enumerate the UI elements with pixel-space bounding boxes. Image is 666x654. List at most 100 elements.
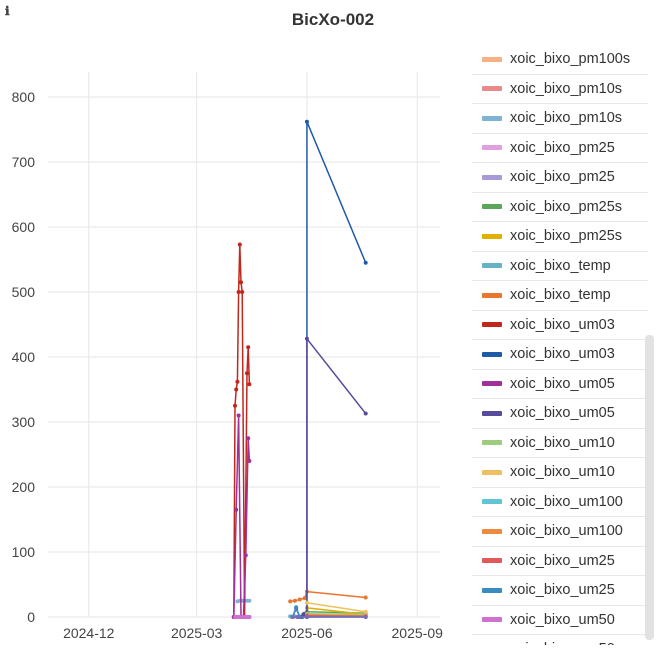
- legend-item[interactable]: xoic_bixo_um25: [472, 576, 648, 606]
- data-point: [304, 336, 309, 341]
- y-tick-label: 600: [12, 219, 36, 235]
- data-point: [233, 403, 238, 408]
- data-point: [294, 605, 299, 610]
- data-point: [292, 598, 297, 603]
- legend-label: xoic_bixo_um100: [510, 493, 623, 510]
- legend-item[interactable]: xoic_bixo_pm25s: [472, 222, 648, 252]
- legend-scrollbar[interactable]: [645, 335, 654, 640]
- y-tick-label: 300: [12, 414, 36, 430]
- data-point: [363, 609, 368, 614]
- series-line-11: [233, 414, 251, 618]
- legend-item[interactable]: xoic_bixo_um100: [472, 517, 648, 547]
- legend-label: xoic_bixo_pm25s: [510, 228, 623, 245]
- data-point: [235, 379, 240, 384]
- legend-item[interactable]: xoic_bixo_um10: [472, 429, 648, 458]
- legend-item[interactable]: xoic_bixo_um05: [472, 370, 648, 399]
- legend-item[interactable]: xoic_bixo_pm10s: [472, 75, 648, 104]
- legend-item[interactable]: xoic_bixo_um03: [472, 340, 648, 370]
- series-line-12: [291, 338, 367, 618]
- legend-label: xoic_bixo_um100: [510, 523, 623, 540]
- data-point: [246, 345, 251, 350]
- y-tick-label: 200: [12, 479, 36, 495]
- legend-swatch: [482, 558, 502, 564]
- chart-plot-area: 0 100 200 300 400 500 600 700 800 2024-12 2025-03 2…: [12, 72, 444, 641]
- data-point: [295, 615, 300, 619]
- data-point: [239, 280, 244, 285]
- legend-label: xoic_bixo_um05: [510, 405, 615, 422]
- legend-label: xoic_bixo_temp: [510, 257, 611, 274]
- data-point: [304, 615, 309, 619]
- legend-item[interactable]: xoic_bixo_pm25s: [472, 193, 648, 222]
- legend-item[interactable]: xoic_bixo_um25: [472, 547, 648, 576]
- legend-swatch: [482, 499, 502, 505]
- x-tick-label: 2025-06: [281, 625, 333, 641]
- legend-item[interactable]: xoic_bixo_um50: [472, 606, 648, 635]
- legend-item[interactable]: xoic_bixo_um03: [472, 311, 648, 340]
- legend-label: xoic_bixo_um25: [510, 582, 615, 599]
- legend-label: xoic_bixo_um03: [510, 346, 615, 363]
- legend-label: xoic_bixo_um50: [510, 611, 615, 628]
- legend-swatch: [482, 263, 502, 269]
- legend-swatch: [482, 86, 502, 92]
- legend-label: xoic_bixo_um10: [510, 464, 615, 481]
- data-point: [247, 382, 252, 387]
- legend-swatch: [482, 528, 502, 534]
- legend-label: xoic_bixo_um50: [510, 641, 615, 645]
- series-line-10: [299, 120, 367, 618]
- data-point: [301, 612, 306, 617]
- series-line-13: [306, 613, 366, 616]
- legend-swatch: [482, 292, 502, 298]
- legend-item[interactable]: xoic_bixo_pm10s: [472, 104, 648, 134]
- legend-swatch: [482, 56, 502, 62]
- chart-title: BicXo-002: [291, 10, 375, 29]
- info-icon[interactable]: ℹ: [5, 4, 10, 18]
- y-tick-label: 0: [27, 609, 35, 625]
- data-point: [237, 242, 242, 247]
- x-tick-label: 2025-09: [392, 625, 444, 641]
- y-tick-label: 700: [12, 154, 36, 170]
- legend-item[interactable]: xoic_bixo_temp: [472, 252, 648, 281]
- data-point: [304, 600, 309, 605]
- legend-label: xoic_bixo_pm100s: [510, 51, 631, 68]
- data-point: [363, 411, 368, 416]
- legend-item[interactable]: xoic_bixo_pm25: [472, 134, 648, 163]
- legend-label: xoic_bixo_pm10s: [510, 110, 623, 127]
- series-line-14: [306, 601, 366, 613]
- legend-label: xoic_bixo_pm25s: [510, 198, 623, 215]
- series-line-6: [306, 607, 366, 616]
- legend-item[interactable]: xoic_bixo_pm100s: [472, 45, 648, 75]
- series-line-9: [233, 243, 251, 618]
- y-tick-label: 100: [12, 544, 36, 560]
- legend-label: xoic_bixo_um10: [510, 434, 615, 451]
- legend-item[interactable]: xoic_bixo_um05: [472, 399, 648, 429]
- data-point: [247, 598, 252, 603]
- legend-swatch: [482, 617, 502, 623]
- data-point: [297, 597, 302, 602]
- data-point: [288, 599, 293, 604]
- legend-label: xoic_bixo_pm10s: [510, 80, 623, 97]
- data-point: [234, 507, 239, 512]
- data-point: [363, 615, 368, 619]
- legend-label: xoic_bixo_um03: [510, 316, 615, 333]
- data-point: [243, 553, 248, 558]
- y-tick-label: 800: [12, 89, 36, 105]
- data-point: [363, 260, 368, 265]
- legend-swatch: [482, 587, 502, 593]
- legend-item[interactable]: xoic_bixo_um50: [472, 635, 648, 645]
- legend-swatch: [482, 440, 502, 446]
- legend-swatch: [482, 469, 502, 475]
- chart-legend: xoic_bixo_pm100s xoic_bixo_pm10s xoic_bixo…: [472, 45, 648, 645]
- legend-label: xoic_bixo_pm25: [510, 169, 615, 186]
- legend-item[interactable]: xoic_bixo_pm25: [472, 163, 648, 193]
- legend-swatch: [482, 410, 502, 416]
- legend-item[interactable]: xoic_bixo_um10: [472, 458, 648, 488]
- legend-item[interactable]: xoic_bixo_um100: [472, 488, 648, 517]
- data-point: [240, 290, 245, 294]
- legend-swatch: [482, 115, 502, 121]
- data-point: [244, 371, 249, 376]
- legend-swatch: [482, 233, 502, 239]
- x-tick-label: 2024-12: [63, 625, 115, 641]
- legend-item[interactable]: xoic_bixo_temp: [472, 281, 648, 311]
- legend-swatch: [482, 204, 502, 210]
- series-line-17: [306, 614, 366, 618]
